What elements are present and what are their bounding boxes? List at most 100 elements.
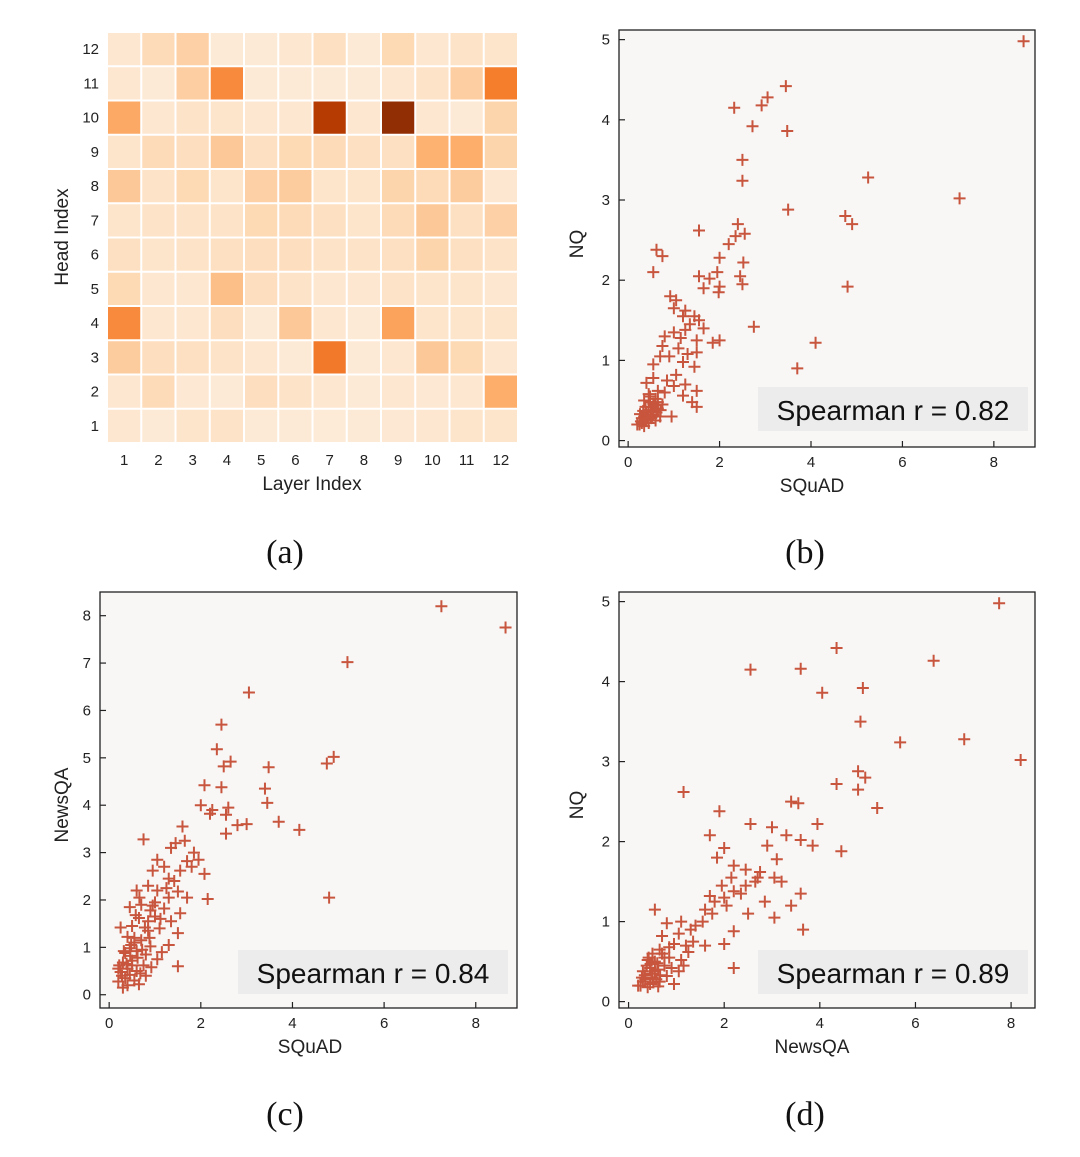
spearman-annotation: Spearman r = 0.82 bbox=[777, 395, 1010, 426]
heatmap-cell bbox=[108, 272, 141, 305]
data-point bbox=[781, 125, 794, 138]
heatmap-cell bbox=[484, 170, 517, 203]
data-point bbox=[174, 907, 187, 920]
data-point bbox=[341, 656, 354, 669]
heatmap-cell bbox=[245, 272, 278, 305]
heatmap-cell bbox=[450, 204, 483, 237]
data-point bbox=[220, 827, 233, 840]
data-point bbox=[644, 958, 657, 970]
data-point bbox=[660, 917, 673, 930]
data-point bbox=[727, 859, 740, 872]
scatter-chart-squad-vs-newsqa: 0 2 4 6 8 0 1 2 3 4 5 6 7 8 Spearman r = 0.84 bbox=[83, 591, 518, 1032]
data-point bbox=[261, 796, 274, 809]
data-point bbox=[711, 266, 724, 279]
data-point bbox=[192, 853, 205, 866]
data-point bbox=[747, 320, 760, 333]
heatmap-cell bbox=[347, 33, 380, 66]
x-tick-label: 6 bbox=[380, 1015, 388, 1032]
data-point bbox=[262, 761, 275, 774]
y-tick-label: 4 bbox=[83, 797, 91, 814]
data-point bbox=[703, 829, 716, 842]
data-point bbox=[667, 380, 680, 393]
heatmap-cell bbox=[142, 341, 175, 374]
data-point bbox=[435, 600, 448, 613]
heatmap-cell bbox=[108, 204, 141, 237]
heatmap-cell bbox=[108, 307, 141, 340]
heatmap-cell bbox=[245, 33, 278, 66]
heatmap-ytick-label: 6 bbox=[91, 247, 99, 264]
data-point bbox=[198, 867, 211, 880]
data-point bbox=[128, 931, 141, 944]
x-tick-label: 2 bbox=[720, 1015, 728, 1032]
data-point bbox=[151, 884, 164, 897]
heatmap-cell bbox=[347, 204, 380, 237]
heatmap-cell bbox=[347, 135, 380, 168]
heatmap-cell bbox=[484, 33, 517, 66]
heatmap-cell bbox=[176, 135, 209, 168]
data-point bbox=[162, 938, 175, 951]
data-point bbox=[734, 887, 747, 900]
data-point bbox=[667, 302, 680, 315]
data-point bbox=[738, 227, 751, 240]
data-point bbox=[811, 818, 824, 830]
data-point bbox=[742, 907, 755, 920]
data-point bbox=[894, 736, 907, 749]
data-point bbox=[670, 294, 683, 307]
data-point bbox=[640, 376, 653, 389]
data-point bbox=[658, 386, 671, 399]
heatmap-cell bbox=[279, 101, 312, 134]
data-point bbox=[675, 915, 688, 928]
data-point bbox=[703, 890, 716, 902]
heatmap-cell bbox=[484, 135, 517, 168]
x-tick-label: 2 bbox=[715, 454, 723, 471]
heatmap-cell bbox=[313, 204, 346, 237]
heatmap-ytick-label: 10 bbox=[82, 110, 99, 127]
data-point bbox=[115, 969, 128, 982]
data-point bbox=[679, 939, 692, 952]
data-point bbox=[780, 829, 793, 842]
plot-area bbox=[618, 29, 1036, 448]
x-tick-label: 0 bbox=[105, 1015, 113, 1032]
data-point bbox=[146, 899, 159, 912]
spearman-annotation-box bbox=[758, 387, 1028, 431]
x-tick-label: 2 bbox=[197, 1015, 205, 1032]
data-point bbox=[809, 336, 822, 349]
data-point bbox=[137, 959, 150, 972]
y-tick-label: 0 bbox=[602, 433, 610, 450]
heatmap-cell bbox=[416, 135, 449, 168]
data-point bbox=[323, 891, 336, 904]
heatmap-cell bbox=[313, 272, 346, 305]
heatmap-cell bbox=[108, 409, 141, 442]
scatter-b-xlabel: SQuAD bbox=[780, 476, 844, 497]
heatmap-xtick-label: 12 bbox=[493, 452, 510, 469]
x-tick-label: 4 bbox=[288, 1015, 296, 1032]
heatmap-cell bbox=[347, 341, 380, 374]
data-point bbox=[665, 410, 678, 423]
heatmap-cell bbox=[450, 135, 483, 168]
data-point bbox=[791, 362, 804, 375]
data-point bbox=[168, 875, 181, 888]
data-point bbox=[718, 842, 731, 854]
heatmap-cell bbox=[176, 204, 209, 237]
data-point bbox=[123, 901, 136, 914]
heatmap-cell bbox=[108, 341, 141, 374]
data-point bbox=[658, 330, 671, 343]
data-point bbox=[215, 718, 228, 731]
heatmap-cell bbox=[279, 33, 312, 66]
data-point bbox=[725, 871, 738, 884]
data-point bbox=[124, 949, 137, 962]
heatmap-cell bbox=[210, 67, 243, 100]
data-point bbox=[131, 951, 144, 964]
heatmap-cell bbox=[416, 341, 449, 374]
heatmap-cell bbox=[245, 409, 278, 442]
data-point bbox=[744, 663, 757, 676]
heatmap-cell bbox=[347, 375, 380, 408]
heatmap-cell bbox=[347, 409, 380, 442]
data-point bbox=[142, 879, 155, 892]
heatmap-cell bbox=[176, 375, 209, 408]
heatmap-cell bbox=[416, 33, 449, 66]
spearman-annotation: Spearman r = 0.89 bbox=[777, 958, 1010, 989]
data-point bbox=[715, 879, 728, 892]
